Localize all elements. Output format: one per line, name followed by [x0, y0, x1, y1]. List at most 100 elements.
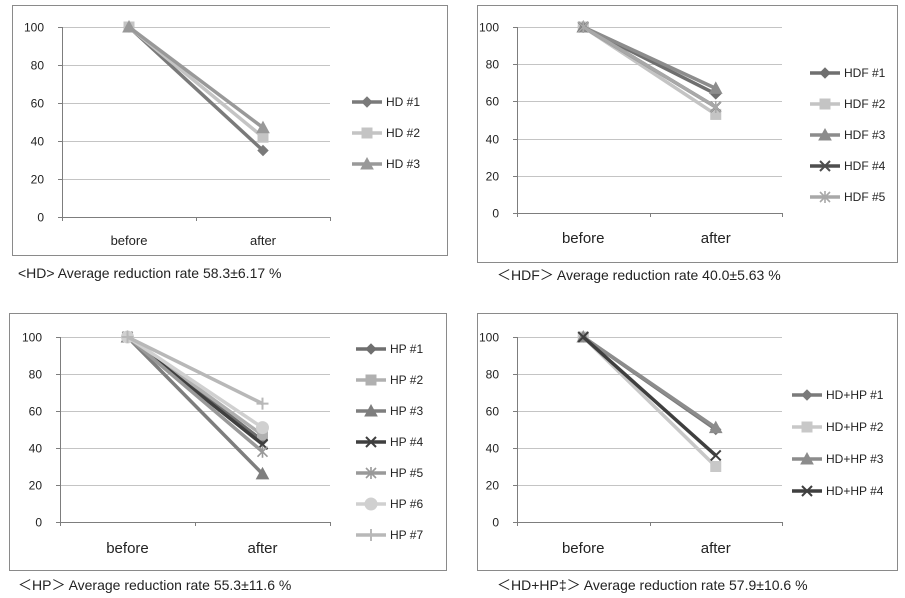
- legend-item: HP #7: [356, 528, 423, 542]
- legend-marker: [365, 374, 377, 386]
- series-line: [126, 335, 264, 454]
- legend-label: HP #4: [390, 435, 423, 449]
- y-tick-label: 80: [29, 368, 43, 382]
- legend-label: HD+HP #1: [826, 388, 884, 402]
- data-point: [577, 21, 589, 33]
- legend-marker: [801, 389, 813, 401]
- y-tick-label: 100: [479, 331, 499, 345]
- y-tick-label: 100: [24, 21, 44, 35]
- data-point: [121, 331, 134, 343]
- legend-marker: [801, 485, 813, 497]
- data-point: [256, 120, 270, 134]
- y-tick-label: 60: [486, 95, 500, 109]
- legend-label: HD #1: [386, 95, 420, 109]
- legend-marker: [819, 67, 831, 79]
- x-tick-label: after: [701, 230, 731, 247]
- data-point: [708, 81, 723, 94]
- legend-item: HP #5: [356, 466, 423, 480]
- y-tick-label: 0: [492, 207, 499, 221]
- legend-item: HDF #5: [810, 190, 886, 204]
- legend-item: HDF #1: [810, 66, 886, 80]
- legend-item: HP #3: [356, 403, 423, 418]
- series-line: [127, 25, 265, 130]
- chart-hp-svg: 0 20 40 60 80 100 before after HP #1 HP #2 HP #3 HP…: [9, 313, 447, 571]
- legend-item: HDF #2: [810, 97, 886, 111]
- legend-marker: [819, 98, 831, 110]
- legend-item: HP #4: [356, 435, 423, 449]
- legend-label: HD #3: [386, 157, 420, 171]
- chart-caption: <HD> Average reduction rate 58.3±6.17 %: [18, 265, 282, 281]
- legend-label: HP #3: [390, 404, 423, 418]
- y-tick-label: 60: [486, 405, 500, 419]
- y-tick-label: 80: [486, 58, 500, 72]
- y-tick-label: 0: [492, 516, 499, 530]
- series-line: [582, 25, 717, 109]
- x-tick-label: after: [701, 540, 731, 557]
- legend-marker: [819, 160, 831, 172]
- legend-item: HP #1: [356, 342, 423, 356]
- data-point: [256, 397, 269, 410]
- x-tick-label: after: [247, 540, 277, 557]
- x-tick-label: after: [250, 233, 277, 248]
- chart-hdf-svg: 0 20 40 60 80 100 before after HDF #1 HDF #2 HDF #…: [477, 5, 898, 263]
- series-line: [582, 335, 717, 457]
- series-7: [121, 331, 269, 410]
- legend-item: HP #2: [356, 373, 423, 387]
- legend-label: HDF #2: [844, 97, 886, 111]
- legend-marker: [365, 436, 377, 448]
- data-point: [577, 331, 589, 343]
- legend-marker: [360, 156, 374, 170]
- legend-item: HD+HP #2: [792, 420, 884, 434]
- series-line: [126, 335, 264, 406]
- legend-label: HP #2: [390, 373, 423, 387]
- legend-label: HP #1: [390, 342, 423, 356]
- y-tick-label: 20: [29, 479, 43, 493]
- legend-item: HD #1: [352, 95, 420, 109]
- data-point: [708, 420, 723, 434]
- legend-item: HD+HP #1: [792, 388, 884, 402]
- data-point: [710, 461, 722, 472]
- legend-item: HDF #4: [810, 159, 886, 173]
- chart-frame: [12, 5, 448, 256]
- legend-marker: [365, 467, 377, 479]
- legend-item: HD #2: [352, 126, 420, 140]
- legend-marker: [365, 529, 377, 541]
- x-tick-label: before: [111, 233, 148, 248]
- legend-label: HP #5: [390, 466, 423, 480]
- legend-label: HD+HP #2: [826, 420, 884, 434]
- chart-panel-hp: 0 20 40 60 80 100 before after HP #1 HP #2 HP #3 HP…: [0, 299, 452, 598]
- y-tick-label: 40: [29, 442, 43, 456]
- series-line: [582, 335, 717, 430]
- chart-panel-hd: 0 20 40 60 80 100 before after HD #1 HD #2 HD #3 <…: [0, 0, 452, 299]
- y-tick-label: 80: [486, 368, 500, 382]
- series-line: [582, 25, 717, 90]
- legend-marker: [818, 127, 832, 141]
- y-tick-label: 100: [479, 21, 499, 35]
- series-3: [122, 19, 270, 134]
- y-tick-label: 40: [486, 133, 500, 147]
- series-line: [126, 335, 264, 476]
- legend-marker: [364, 497, 378, 511]
- legend-item: HD #3: [352, 156, 420, 171]
- y-tick-label: 0: [37, 211, 44, 225]
- legend-label: HD+HP #3: [826, 452, 884, 466]
- legend-label: HD #2: [386, 126, 420, 140]
- chart-panel-hd-hp: 0 20 40 60 80 100 before after HD+HP #1 HD+HP #2 H…: [452, 299, 905, 598]
- legend-label: HP #7: [390, 528, 423, 542]
- chart-panel-hdf: 0 20 40 60 80 100 before after HDF #1 HDF #2 HDF #…: [452, 0, 905, 299]
- data-point: [710, 100, 722, 113]
- chart-hd-hp-svg: 0 20 40 60 80 100 before after HD+HP #1 HD+HP #2 H…: [477, 313, 898, 571]
- data-point: [256, 421, 269, 435]
- legend-marker: [800, 451, 814, 465]
- x-tick-label: before: [106, 540, 149, 557]
- legend-label: HD+HP #4: [826, 484, 884, 498]
- y-tick-label: 20: [486, 479, 500, 493]
- chart-caption: ＜HD+HP‡＞ Average reduction rate 57.9±10.…: [497, 577, 808, 593]
- legend-item: HDF #3: [810, 127, 886, 142]
- legend-marker: [365, 343, 377, 355]
- legend-label: HDF #4: [844, 159, 886, 173]
- legend-label: HP #6: [390, 497, 423, 511]
- y-tick-label: 60: [31, 97, 45, 111]
- y-tick-label: 60: [29, 405, 43, 419]
- data-point: [257, 131, 269, 143]
